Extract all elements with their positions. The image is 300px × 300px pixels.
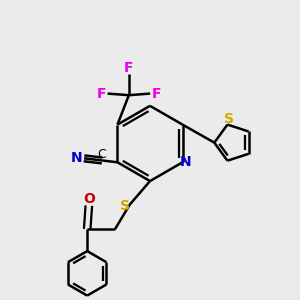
Text: F: F — [151, 87, 161, 100]
Text: C: C — [98, 148, 106, 161]
Text: O: O — [83, 192, 95, 206]
Text: S: S — [224, 112, 234, 126]
Text: F: F — [97, 87, 106, 100]
Text: F: F — [124, 61, 134, 75]
Text: S: S — [120, 199, 130, 213]
Text: N: N — [179, 155, 191, 169]
Text: N: N — [71, 151, 83, 165]
